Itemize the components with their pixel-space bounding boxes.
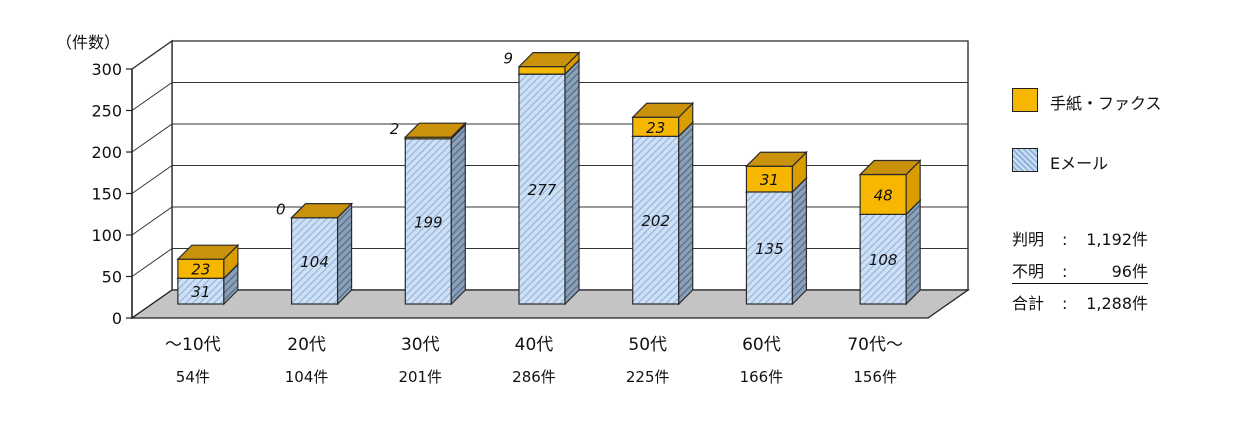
summary-name-unknown: 不明 xyxy=(1012,262,1045,281)
bar-letter-top xyxy=(631,102,695,118)
gridline xyxy=(131,40,968,70)
bar-letter-front xyxy=(518,66,566,75)
summary-underline: 不明: 96件 xyxy=(1012,258,1148,284)
y-unit-label: （件数） xyxy=(56,33,120,52)
data-label-email: 202 xyxy=(641,212,670,230)
x-category-total: 54件 xyxy=(176,368,210,386)
legend-label-letter: 手紙・ファクス xyxy=(1050,94,1162,113)
x-category-total: 166件 xyxy=(740,368,784,386)
x-category-total: 225件 xyxy=(626,368,670,386)
x-category-total: 286件 xyxy=(512,368,556,386)
data-label-letter: 23 xyxy=(646,119,665,137)
bar-letter-top xyxy=(176,244,240,260)
bar-letter xyxy=(176,243,240,280)
bar-letter-top xyxy=(403,122,467,138)
x-category-total: 201件 xyxy=(398,368,442,386)
summary-colon-unknown: : xyxy=(1062,262,1068,281)
bar-letter-top xyxy=(744,151,808,167)
bar-email-side xyxy=(791,176,808,306)
bar-letter xyxy=(858,159,922,216)
bar-email-front xyxy=(632,135,680,305)
gridline xyxy=(131,82,968,111)
x-category-total: 156件 xyxy=(853,368,897,386)
data-label-letter: 2 xyxy=(390,120,400,138)
legend-swatch-letter xyxy=(1012,88,1038,112)
x-category-label: ～10代 xyxy=(165,335,221,355)
bar-email-side xyxy=(336,202,353,306)
gridline xyxy=(131,165,968,194)
bar-letter xyxy=(403,121,467,141)
x-category-label: 30代 xyxy=(401,335,440,355)
bar-email-side xyxy=(450,123,466,306)
summary-row-total: 合計:1,288件 xyxy=(1012,290,1148,322)
data-label-email: 277 xyxy=(528,181,557,199)
bar-email-side xyxy=(905,198,921,306)
summary-colon-known: : xyxy=(1062,230,1068,249)
summary-value-unknown: 96件 xyxy=(1111,262,1148,281)
bar-email-front xyxy=(859,213,907,305)
data-label-letter: 0 xyxy=(276,201,286,219)
summary-colon-total: : xyxy=(1062,294,1068,313)
y-tick-label: 300 xyxy=(91,60,122,79)
x-category-label: 20代 xyxy=(287,335,326,355)
data-label-email: 31 xyxy=(191,283,210,301)
summary-value-known: 1,192件 xyxy=(1086,230,1148,249)
x-category-label: 60代 xyxy=(742,335,781,355)
bar-letter-top xyxy=(517,52,581,68)
bar-letter-front xyxy=(745,165,794,193)
summary-row-unknown: 不明: 96件 xyxy=(1012,258,1148,290)
y-tick-label: 50 xyxy=(102,268,122,287)
stacked-bar-chart: 0 50 100 150 200 250 300 （件数） ～10代 54件 20代 104件 30代 2… xyxy=(56,33,971,386)
x-category-label: 50代 xyxy=(628,335,667,355)
y-tick-label: 0 xyxy=(112,309,122,328)
x-category-label: 40代 xyxy=(515,335,554,355)
y-tick-label: 250 xyxy=(91,102,122,121)
bar-letter xyxy=(517,51,581,76)
data-label-email: 135 xyxy=(755,240,784,258)
data-label-letter: 23 xyxy=(191,261,210,279)
gridline xyxy=(131,206,968,236)
legend-swatch-email xyxy=(1012,148,1038,172)
bar-letter-cap xyxy=(290,203,354,219)
gridline xyxy=(131,123,968,153)
bar-letter xyxy=(744,150,808,194)
x-category-label: 70代～ xyxy=(847,335,903,355)
legend-label-email: Eメール xyxy=(1050,154,1109,173)
bar-email-front xyxy=(745,191,794,305)
bar-email-side xyxy=(564,58,580,306)
data-label-email: 199 xyxy=(414,213,443,231)
y-tick-label: 100 xyxy=(91,226,122,245)
gridline xyxy=(131,248,968,277)
bar-letter xyxy=(631,101,695,138)
data-label-letter: 9 xyxy=(503,50,513,68)
summary-box: 判明:1,192件 不明:96件 合計:1,288件 xyxy=(1012,226,1148,322)
bar-email-front xyxy=(177,277,225,305)
y-tick-label: 200 xyxy=(91,143,122,162)
summary-row-known: 判明:1,192件 xyxy=(1012,226,1148,258)
x-category-total: 104件 xyxy=(285,368,329,386)
bar-email-side xyxy=(678,120,694,306)
bar-email-front xyxy=(290,217,339,305)
summary-name-total: 合計 xyxy=(1012,294,1045,313)
y-tick-label: 150 xyxy=(91,185,122,204)
summary-value-total: 1,288件 xyxy=(1086,294,1148,313)
data-label-letter: 31 xyxy=(760,171,779,189)
data-label-letter: 48 xyxy=(874,186,893,204)
summary-name-known: 判明 xyxy=(1012,230,1045,249)
data-label-email: 108 xyxy=(869,251,898,269)
bar-letter-top xyxy=(858,159,922,176)
data-label-email: 104 xyxy=(300,253,329,271)
